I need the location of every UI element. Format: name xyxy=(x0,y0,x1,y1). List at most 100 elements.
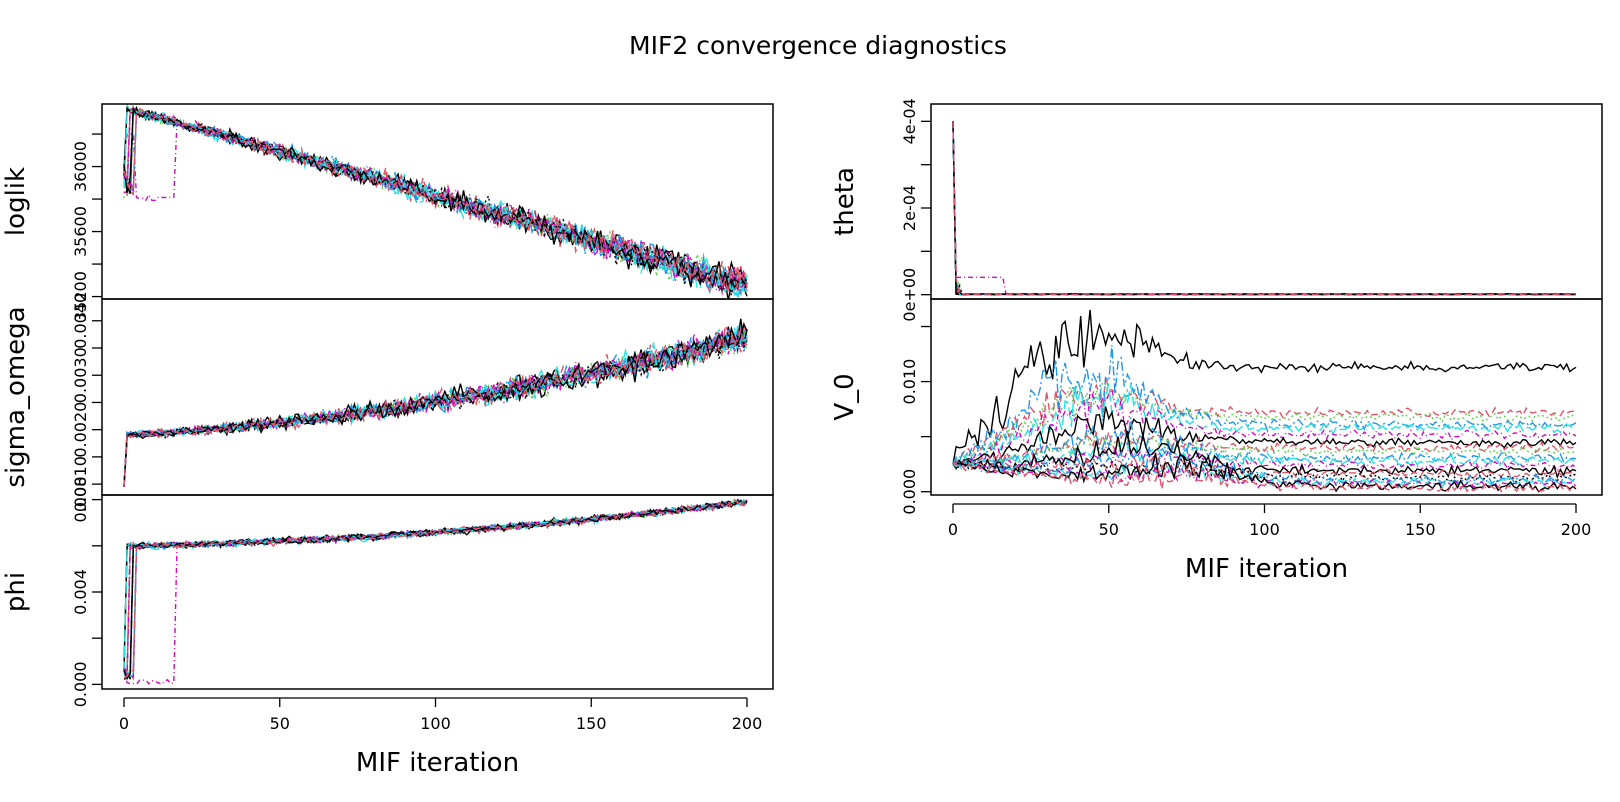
series-line-phi-chain-7 xyxy=(123,498,748,680)
series-line-phi-chain-11 xyxy=(123,499,748,678)
y-tick-label-loglik: 35600 xyxy=(71,206,90,257)
x-tick-label-v-0: 50 xyxy=(1099,520,1119,539)
panel-phi: 0.000 0.004 0.008 phi 0 50 100 150 200 MIF iterat… xyxy=(1,477,774,778)
series-line-sigma-omega-chain-17 xyxy=(123,325,748,487)
series-line-v-0-chain-13 xyxy=(952,430,1577,480)
series-line-phi-chain-8 xyxy=(123,502,748,681)
series-line-v-0-chain-2 xyxy=(952,376,1577,465)
series-line-theta-chain-14 xyxy=(952,121,1576,296)
series-line-loglik-chain-20 xyxy=(123,109,748,293)
y-axis-title-theta: theta xyxy=(830,167,860,236)
y-axis-title-sigma-omega: sigma_omega xyxy=(1,306,31,487)
series-line-sigma-omega-chain-18 xyxy=(123,328,748,487)
series-line-v-0-chain-12 xyxy=(952,444,1577,472)
x-axis-title-v-0: MIF iteration xyxy=(1185,554,1348,584)
plot-frame-phi xyxy=(101,494,774,690)
x-tick-label-v-0: 200 xyxy=(1561,520,1592,539)
traces-v-0 xyxy=(952,309,1577,493)
series-line-theta-chain-1 xyxy=(952,121,1577,296)
series-line-phi-chain-20 xyxy=(123,498,748,678)
series-line-theta-chain-9 xyxy=(952,121,1577,296)
traces-loglik xyxy=(123,104,748,299)
y-tick-label-theta: 4e-04 xyxy=(900,98,919,144)
series-line-theta-chain-6 xyxy=(952,121,1576,296)
series-line-phi-chain-16 xyxy=(123,499,748,679)
series-line-v-0-chain-6 xyxy=(952,387,1577,465)
series-line-theta-chain-12 xyxy=(952,121,1577,296)
series-line-sigma-omega-chain-16 xyxy=(123,325,748,487)
series-line-sigma-omega-chain-20 xyxy=(123,323,748,487)
x-tick-label-phi: 150 xyxy=(576,714,607,733)
series-line-phi-chain-15 xyxy=(123,501,748,680)
series-line-phi-chain-12 xyxy=(123,500,748,678)
series-line-theta-chain-19 xyxy=(952,121,1577,296)
series-line-phi-chain-14 xyxy=(123,499,748,676)
series-line-sigma-omega-chain-9 xyxy=(123,326,748,487)
series-line-phi-chain-1 xyxy=(123,500,748,673)
series-line-theta-chain-13 xyxy=(952,121,1577,296)
series-line-theta-chain-20 xyxy=(952,121,1577,296)
y-tick-label-sigma-omega: 0.0040 xyxy=(71,293,90,349)
y-axis-title-loglik: loglik xyxy=(1,167,31,236)
x-tick-label-phi: 50 xyxy=(270,714,290,733)
series-line-sigma-omega-chain-10 xyxy=(123,328,748,487)
y-tick-label-loglik: 35200 xyxy=(71,271,90,322)
y-tick-label-loglik: 36000 xyxy=(71,141,90,192)
series-line-theta-chain-10 xyxy=(952,121,1577,296)
series-line-phi-chain-19 xyxy=(123,499,748,681)
y-tick-label-theta: 0e+00 xyxy=(900,268,919,322)
series-line-v-0-chain-7 xyxy=(952,406,1577,466)
x-tick-label-v-0: 0 xyxy=(948,520,958,539)
series-line-theta-chain-4 xyxy=(952,121,1577,296)
series-line-theta-chain-17 xyxy=(952,121,1577,296)
series-line-loglik-chain-18 xyxy=(123,107,748,294)
x-tick-label-phi: 200 xyxy=(732,714,763,733)
series-line-v-0-chain-18 xyxy=(952,460,1577,490)
y-tick-label-theta: 2e-04 xyxy=(900,185,919,231)
series-line-phi-chain-6 xyxy=(123,501,748,686)
y-tick-label-phi: 0.004 xyxy=(71,569,90,615)
y-tick-label-phi: 0.008 xyxy=(71,477,90,523)
series-line-phi-chain-2 xyxy=(123,499,748,674)
series-line-phi-chain-18 xyxy=(123,499,748,676)
x-axis-title-phi: MIF iteration xyxy=(356,748,519,778)
series-line-sigma-omega-chain-12 xyxy=(123,327,748,487)
series-line-v-0-chain-16 xyxy=(952,445,1577,487)
series-line-phi-chain-5 xyxy=(123,500,748,667)
series-line-v-0-chain-4 xyxy=(952,344,1577,465)
panel-v-0: 0.000 0.010 V_0 0 50 100 150 200 MIF iteration xyxy=(830,298,1603,584)
series-line-theta-chain-3 xyxy=(952,121,1577,296)
series-line-v-0-chain-5 xyxy=(952,383,1577,466)
panel-theta: 0e+00 2e-04 4e-04 theta xyxy=(830,98,1603,322)
x-tick-label-v-0: 150 xyxy=(1405,520,1436,539)
series-line-v-0-chain-9 xyxy=(952,432,1577,470)
series-line-theta-chain-18 xyxy=(952,121,1577,296)
plot-frame-v-0 xyxy=(930,298,1603,496)
traces-sigma-omega xyxy=(123,318,748,487)
y-axis-title-phi: phi xyxy=(1,572,31,612)
panel-loglik: 35200 35600 36000 loglik xyxy=(1,103,774,322)
y-axis-title-v-0: V_0 xyxy=(830,373,860,420)
y-tick-label-v-0: 0.010 xyxy=(900,359,919,405)
y-tick-label-sigma-omega: 0.0020 xyxy=(71,402,90,458)
series-line-phi-chain-9 xyxy=(123,499,748,670)
plot-frame-theta xyxy=(930,103,1603,300)
panels: 352003560036000loglik0.00100.00200.00300… xyxy=(1,98,1603,778)
series-line-theta-chain-16 xyxy=(952,121,1577,296)
series-line-loglik-chain-19 xyxy=(123,106,748,290)
figure-title: MIF2 convergence diagnostics xyxy=(629,31,1007,60)
series-line-theta-chain-8 xyxy=(952,121,1577,296)
series-line-v-0-chain-3 xyxy=(952,380,1577,465)
series-line-phi-chain-3 xyxy=(123,497,748,672)
series-line-phi-chain-10 xyxy=(123,500,748,675)
traces-phi xyxy=(123,497,748,686)
series-line-theta-chain-11 xyxy=(952,121,1577,296)
series-line-theta-chain-15 xyxy=(952,121,1577,296)
series-line-v-0-chain-1 xyxy=(952,309,1577,465)
y-tick-label-v-0: 0.000 xyxy=(900,469,919,515)
x-tick-label-v-0: 100 xyxy=(1249,520,1280,539)
traces-theta xyxy=(952,121,1577,296)
series-line-loglik-chain-15 xyxy=(123,105,748,296)
x-tick-label-phi: 100 xyxy=(420,714,451,733)
